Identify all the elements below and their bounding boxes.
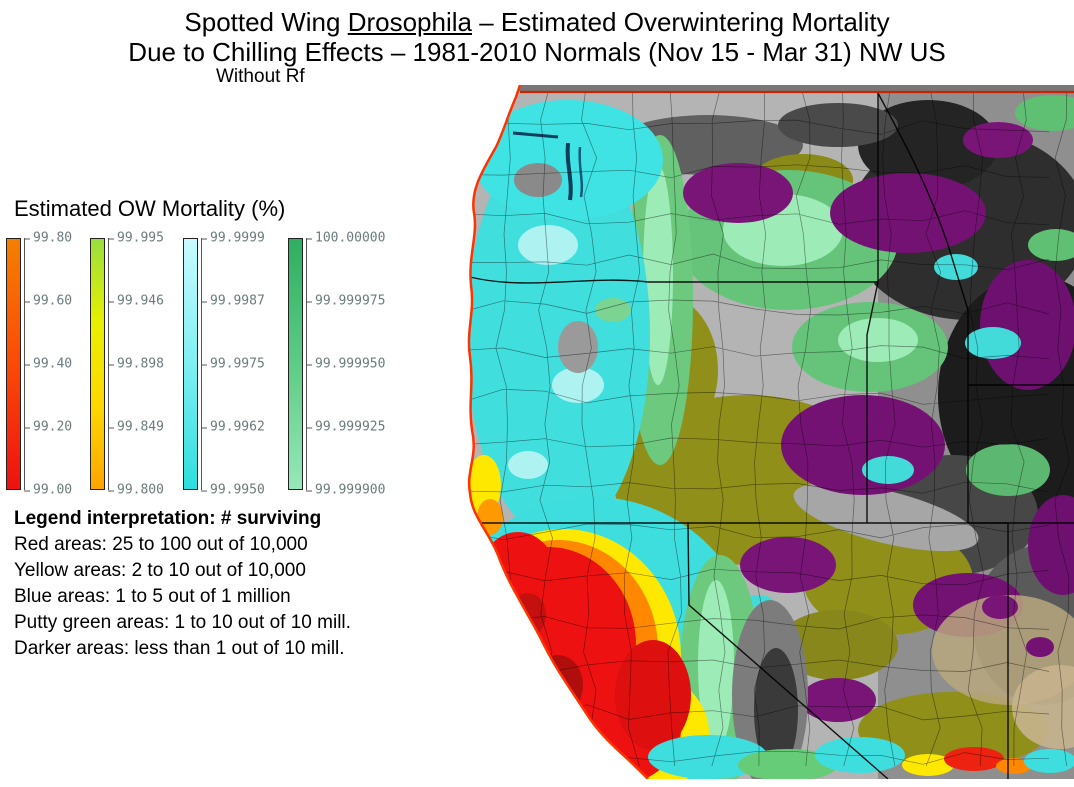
colorbar-tick-label: 99.946 — [108, 293, 164, 309]
colorbar-tick-label: 99.9987 — [201, 293, 265, 309]
colorbar-tick-label: 99.40 — [23, 356, 73, 372]
colorbar-tick-label: 99.849 — [108, 419, 164, 435]
colorbar-tick-label: 100.00000 — [305, 230, 386, 246]
colorbar-tick-label: 99.999975 — [305, 293, 386, 309]
colorbar-tick-label: 99.80 — [23, 230, 73, 246]
interpretation-line: Yellow areas: 2 to 10 out of 10,000 — [14, 560, 306, 581]
colorbar-gradient — [288, 238, 303, 490]
colorbar-tick-label: 99.999925 — [305, 419, 386, 435]
interpretation-lines: Red areas: 25 to 100 out of 10,000 Yellow… — [14, 532, 351, 662]
colorbar-tick-label: 99.800 — [108, 482, 164, 498]
land-layers — [468, 85, 1074, 779]
colorbar-red-orange: 99.80 99.60 99.40 99.20 99.00 — [6, 231, 90, 498]
map-panel — [408, 85, 1074, 779]
colorbar-tick-label: 99.60 — [23, 293, 73, 309]
interpretation-line: Darker areas: less than 1 out of 10 mill… — [14, 638, 345, 659]
legend-interpretation: Legend interpretation: # surviving Red a… — [14, 506, 351, 662]
colorbar-row: 99.80 99.60 99.40 99.20 99.00 99.995 99.946 99.… — [6, 231, 388, 498]
interpretation-line: Putty green areas: 1 to 10 out of 10 mil… — [14, 612, 351, 633]
title-suffix: – Estimated Overwintering Mortality — [472, 7, 890, 37]
colorbar-tick-label: 99.898 — [108, 356, 164, 372]
county-lines — [468, 85, 1070, 767]
interpretation-heading: Legend interpretation: # surviving — [14, 508, 322, 529]
colorbar-tick-label: 99.9950 — [201, 482, 265, 498]
colorbar-green: 100.00000 99.999975 99.999950 99.999925 99.9… — [288, 231, 388, 498]
title-prefix: Spotted Wing — [184, 7, 348, 37]
page-subtitle: Due to Chilling Effects – 1981-2010 Norm… — [128, 37, 946, 67]
state-borders — [468, 92, 1074, 779]
colorbar-tick-label: 99.9975 — [201, 356, 265, 372]
interpretation-line: Red areas: 25 to 100 out of 10,000 — [14, 534, 308, 555]
colorbar-tick-label: 99.999900 — [305, 482, 386, 498]
colorbar-tick-label: 99.9999 — [201, 230, 265, 246]
colorbar-tick-label: 99.9962 — [201, 419, 265, 435]
coastline — [467, 85, 649, 779]
colorbar-tick-label: 99.20 — [23, 419, 73, 435]
colorbar-gradient — [183, 238, 198, 490]
colorbar-tick-label: 99.999950 — [305, 356, 386, 372]
legend-heading: Estimated OW Mortality (%) — [14, 196, 286, 221]
variant-label: Without Rf — [216, 66, 305, 87]
colorbar-gradient — [6, 238, 21, 490]
mortality-map — [467, 85, 1074, 779]
colorbar-gradient — [90, 238, 105, 490]
title-species: Drosophila — [347, 7, 472, 37]
colorbar-tick-label: 99.00 — [23, 482, 73, 498]
colorbar-cyan: 99.9999 99.9987 99.9975 99.9962 99.9950 — [183, 231, 288, 498]
colorbar-tick-label: 99.995 — [108, 230, 164, 246]
interpretation-line: Blue areas: 1 to 5 out of 1 million — [14, 586, 291, 607]
colorbar-green-yellow-orange: 99.995 99.946 99.898 99.849 99.800 — [90, 231, 183, 498]
page-title: Spotted Wing Drosophila – Estimated Over… — [0, 7, 1074, 37]
